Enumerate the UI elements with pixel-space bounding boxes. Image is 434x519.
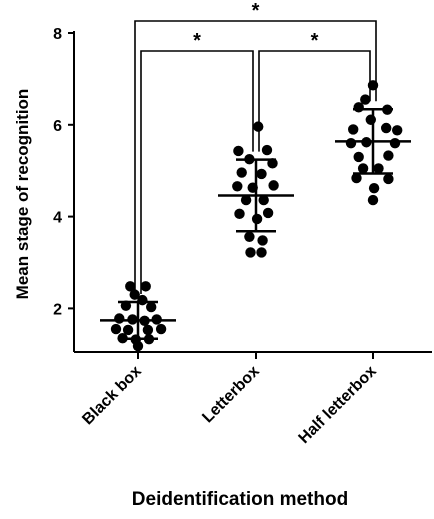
- significance-label: *: [311, 30, 319, 52]
- data-point: [114, 313, 125, 324]
- data-point: [234, 208, 245, 220]
- data-point: [262, 207, 274, 219]
- data-point: [348, 124, 359, 135]
- data-point: [258, 194, 269, 206]
- data-point: [129, 289, 140, 300]
- data-point: [146, 301, 157, 313]
- data-point: [132, 340, 144, 352]
- x-axis-title: Deidentification method: [132, 489, 348, 510]
- data-point: [142, 324, 154, 336]
- data-point: [365, 114, 376, 125]
- data-point: [353, 102, 364, 113]
- data-point: [125, 281, 136, 292]
- data-point: [381, 122, 392, 134]
- data-point: [345, 137, 357, 149]
- significance-label: *: [252, 0, 260, 22]
- data-point: [351, 172, 362, 184]
- significance-bracket: [258, 50, 371, 152]
- data-point: [373, 163, 384, 174]
- data-point: [244, 231, 255, 242]
- x-tick-label: Half letterbox: [296, 363, 380, 447]
- significance-brackets: * * *: [134, 0, 377, 294]
- data-point: [122, 324, 134, 336]
- data-point: [140, 281, 151, 292]
- y-tick-label: 8: [53, 26, 62, 43]
- data-point: [357, 163, 369, 174]
- data-point: [245, 247, 256, 258]
- data-point: [261, 144, 273, 156]
- data-point: [110, 323, 122, 335]
- data-point: [368, 182, 380, 194]
- data-point: [256, 247, 267, 258]
- data-point: [253, 121, 264, 132]
- data-point: [233, 145, 244, 157]
- data-point: [383, 173, 394, 185]
- y-axis-title: Mean stage of recognition: [13, 89, 32, 300]
- data-point: [389, 137, 401, 149]
- x-tick-label: Black box: [79, 363, 145, 429]
- x-tick-label: Letterbox: [199, 363, 263, 427]
- data-point: [236, 167, 247, 178]
- data-point: [353, 151, 364, 163]
- significance-label: *: [193, 30, 201, 52]
- y-tick-label: 4: [53, 210, 62, 227]
- data-point: [392, 125, 403, 136]
- data-point: [360, 94, 371, 105]
- data-point: [367, 194, 379, 206]
- data-point: [367, 80, 379, 91]
- y-tick-label: 6: [53, 118, 62, 135]
- significance-bracket: [134, 20, 377, 294]
- data-point: [383, 150, 394, 161]
- y-tick-label: 2: [53, 301, 62, 318]
- data-point: [232, 181, 243, 192]
- data-point: [155, 323, 167, 335]
- data-points: [110, 80, 403, 352]
- mean-sd-bars: [100, 107, 411, 340]
- data-point: [268, 180, 279, 191]
- data-point: [256, 168, 267, 180]
- significance-bracket: [140, 50, 254, 294]
- data-point: [257, 235, 268, 246]
- data-point: [240, 194, 252, 206]
